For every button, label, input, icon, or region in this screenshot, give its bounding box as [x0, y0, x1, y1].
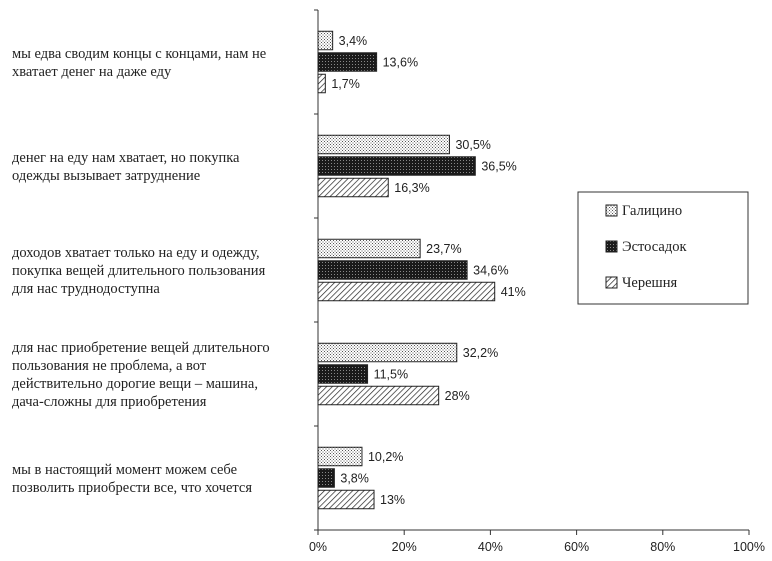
category-label: покупка вещей длительного пользования: [12, 263, 266, 279]
bar: [317, 385, 440, 406]
bar: [317, 30, 334, 51]
bar: [317, 52, 378, 72]
category-label: позволить приобрести все, что хочется: [12, 480, 252, 496]
bar: [317, 156, 476, 176]
data-label: 30,5%: [455, 138, 490, 152]
legend-label: Эстосадок: [622, 239, 687, 255]
legend-label: Черешня: [622, 275, 677, 291]
x-tick-label: 40%: [478, 540, 503, 554]
data-label: 28%: [445, 389, 470, 403]
data-label: 23,7%: [426, 242, 461, 256]
legend-swatch: [605, 240, 618, 253]
axes: 0% 20% 40% 60% 80% 100%: [309, 9, 765, 554]
data-label: 36,5%: [481, 160, 516, 174]
data-label: 1,7%: [331, 77, 360, 91]
category-labels: мы едва сводим концы с концами, нам не хв…: [12, 46, 270, 496]
category-label: действительно дорогие вещи – машина,: [12, 376, 258, 392]
data-label: 34,6%: [473, 264, 508, 278]
x-tick-label: 100%: [733, 540, 765, 554]
bar: [317, 468, 335, 488]
category-label: мы в настоящий момент можем себе: [12, 462, 237, 478]
category-label: пользования не проблема, а вот: [12, 358, 207, 374]
bars-group: 3,4% 13,6% 1,7% 30,5% 36,5% 16,3% 23,7% 34,6% 41…: [317, 30, 526, 510]
data-label: 3,4%: [339, 34, 368, 48]
data-label: 16,3%: [394, 181, 429, 195]
x-tick-label: 80%: [650, 540, 675, 554]
bar: [317, 260, 468, 280]
category-label: одежды вызывает затруднение: [12, 168, 200, 184]
bar: [317, 238, 421, 259]
x-tick-label: 60%: [564, 540, 589, 554]
category-label: для нас труднодоступна: [12, 281, 160, 297]
category-label: доходов хватает только на еду и одежду,: [12, 245, 260, 261]
category-label: денег на еду нам хватает, но покупка: [12, 150, 240, 166]
data-label: 41%: [501, 285, 526, 299]
bar: [317, 446, 363, 467]
data-label: 10,2%: [368, 450, 403, 464]
data-label: 11,5%: [374, 368, 409, 382]
category-label: для нас приобретение вещей длительного: [12, 340, 270, 356]
legend-label: Галицино: [622, 203, 682, 219]
bar: [317, 364, 369, 384]
x-tick-label: 20%: [392, 540, 417, 554]
category-label: дача-сложны для приобретения: [12, 394, 207, 410]
bar: [317, 489, 375, 510]
data-label: 3,8%: [340, 472, 369, 486]
category-label: мы едва сводим концы с концами, нам не: [12, 46, 266, 62]
data-label: 13,6%: [383, 56, 418, 70]
bar: [317, 177, 389, 198]
legend-swatch: [605, 204, 618, 217]
bar: [317, 73, 326, 94]
legend: Галицино Эстосадок Черешня: [577, 191, 749, 305]
data-label: 13%: [380, 493, 405, 507]
x-tick-label: 0%: [309, 540, 327, 554]
category-label: хватает денег на даже еду: [12, 64, 172, 80]
bar: [317, 134, 450, 155]
data-label: 32,2%: [463, 346, 498, 360]
legend-swatch: [605, 276, 618, 289]
bar: [317, 281, 496, 302]
bar: [317, 342, 458, 363]
